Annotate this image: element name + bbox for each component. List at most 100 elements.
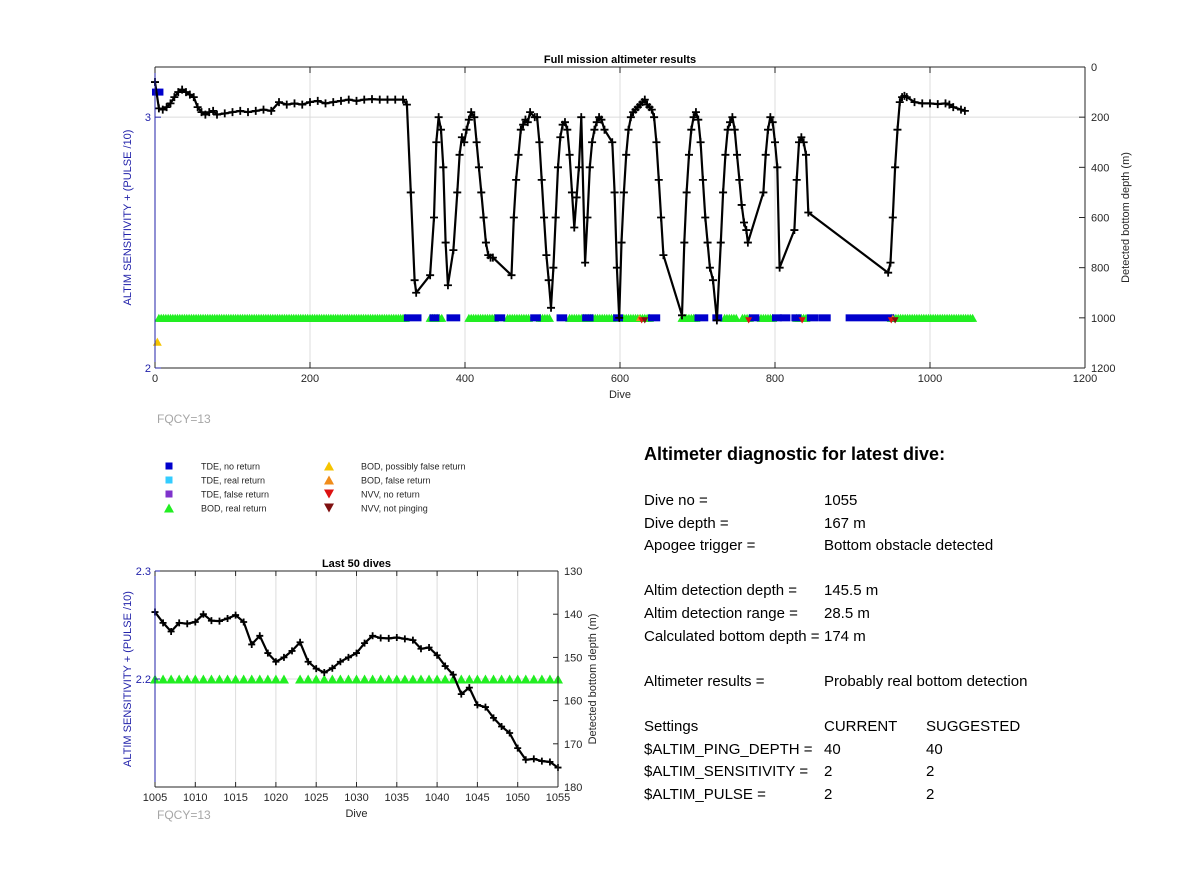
legend-label: TDE, no return (201, 462, 260, 472)
bottom-depth-marker (719, 188, 728, 197)
bottom-depth-marker (509, 213, 518, 222)
bottom-depth-marker (272, 658, 280, 666)
bottom-depth-marker (443, 281, 452, 290)
bottom-depth-marker (537, 175, 546, 184)
bod-real-return-marker (391, 674, 402, 684)
bottom-depth-marker (703, 238, 712, 247)
bottom-depth-marker (657, 213, 666, 222)
setting-row: $ALTIM_PULSE = 2 2 (644, 784, 1164, 807)
bod-real-return-marker (432, 674, 443, 684)
bottom-depth-marker (514, 744, 522, 752)
bottom-depth-marker (588, 138, 597, 147)
bottom-depth-marker (773, 163, 782, 172)
bottom-depth-marker (886, 258, 895, 267)
bottom-depth-marker (696, 138, 705, 147)
bottom-depth-marker (232, 611, 240, 619)
bod-real-return-marker (246, 674, 257, 684)
x-tick-label: 400 (456, 373, 474, 385)
setting-current: 2 (824, 763, 833, 781)
settings-header-suggested: SUGGESTED (926, 717, 1021, 735)
bod-real-return-marker (512, 674, 523, 684)
y2-tick-label: 1000 (1091, 313, 1115, 325)
bottom-depth-marker (385, 634, 393, 642)
bottom-depth-marker (406, 188, 415, 197)
bottom-depth-marker (175, 619, 183, 627)
bod-real-return-marker (311, 674, 322, 684)
bottom-depth-marker (933, 100, 942, 109)
bottom-depth-marker (523, 118, 532, 127)
bottom-depth-marker (313, 96, 322, 105)
bottom-depth-marker (256, 632, 264, 640)
results-row: Altimeter results = Probably real bottom… (644, 671, 1164, 694)
bottom-depth-marker (154, 104, 163, 113)
bottom-depth-marker (574, 163, 583, 172)
y-axis-label: ALTIM SENSITIVITY + (PULSE /10) (122, 591, 134, 767)
bod-real-return-marker (335, 674, 346, 684)
bottom-depth-marker (377, 634, 385, 642)
bottom-depth-marker (320, 669, 328, 677)
bottom-depth-marker (449, 246, 458, 255)
bottom-depth-marker (556, 133, 565, 142)
bottom-depth-marker (891, 163, 900, 172)
bottom-depth-marker (530, 755, 538, 763)
bottom-depth-marker (280, 653, 288, 661)
dive-depth-value: 167 m (824, 514, 866, 532)
setting-name: $ALTIM_PULSE = (644, 785, 766, 803)
y-tick-label: 2 (145, 363, 151, 375)
bottom-depth-marker (259, 105, 268, 114)
bottom-depth-marker (321, 99, 330, 108)
legend-label: TDE, real return (201, 476, 265, 486)
bottom-depth-marker (213, 110, 221, 119)
bottom-depth-marker (723, 125, 732, 134)
settings-header-name: Settings (644, 717, 699, 735)
bottom-depth-marker (464, 115, 473, 124)
bottom-depth-marker (884, 268, 893, 277)
bottom-depth-marker (298, 100, 307, 109)
bottom-depth-marker (709, 276, 717, 285)
y2-tick-label: 600 (1091, 213, 1109, 225)
bod-real-return-marker (536, 674, 547, 684)
bottom-depth-marker (228, 108, 237, 117)
bottom-depth-marker (600, 125, 609, 134)
bottom-depth-marker (236, 106, 245, 115)
bottom-depth-marker (472, 138, 481, 147)
bod-real-return-marker (303, 674, 314, 684)
results-label: Altimeter results = (644, 672, 765, 690)
chart-panel-full-mission: 0 200 400 600 800 1000 1200 2 3 0 200 400 600 800 1000… (122, 54, 1132, 401)
setting-row: $ALTIM_SENSITIVITY = 2 2 (644, 761, 1164, 784)
bod-real-return-marker (182, 674, 193, 684)
bottom-depth-marker (792, 175, 801, 184)
bod-real-return-marker (464, 674, 475, 684)
bottom-depth-marker (288, 647, 296, 655)
x-tick-label: 1055 (546, 792, 570, 804)
dive-depth-label: Dive depth = (644, 514, 729, 532)
bottom-depth-marker (470, 113, 479, 122)
calc-depth-value: 174 m (824, 627, 866, 645)
bottom-depth-marker (224, 615, 232, 623)
bod-real-return-marker (488, 674, 499, 684)
bottom-depth-marker (162, 103, 171, 112)
bottom-depth-marker (918, 99, 927, 108)
bottom-depth-marker (199, 610, 207, 618)
bottom-depth-marker (465, 684, 473, 692)
setting-current: 2 (824, 785, 833, 803)
x-tick-label: 1015 (223, 792, 247, 804)
bottom-depth-marker (617, 238, 626, 247)
bottom-depth-marker (941, 99, 950, 108)
bottom-depth-marker (577, 113, 586, 122)
bottom-depth-marker (622, 150, 631, 159)
x-tick-label: 1000 (918, 373, 942, 385)
bottom-depth-marker (426, 271, 435, 280)
bottom-depth-marker (477, 188, 486, 197)
bod-real-return-marker (295, 674, 306, 684)
bottom-depth-marker (654, 175, 663, 184)
bottom-depth-markers (151, 78, 969, 325)
bottom-depth-marker (410, 276, 419, 285)
bottom-depth-marker (799, 138, 808, 147)
tde-no-return-marker (446, 314, 461, 322)
bottom-depth-marker (742, 226, 751, 235)
x-tick-label: 600 (611, 373, 629, 385)
bottom-depth-marker (615, 313, 624, 322)
tde-no-return-marker (806, 314, 819, 322)
dive-depth-row: Dive depth = 167 m (644, 513, 1164, 536)
